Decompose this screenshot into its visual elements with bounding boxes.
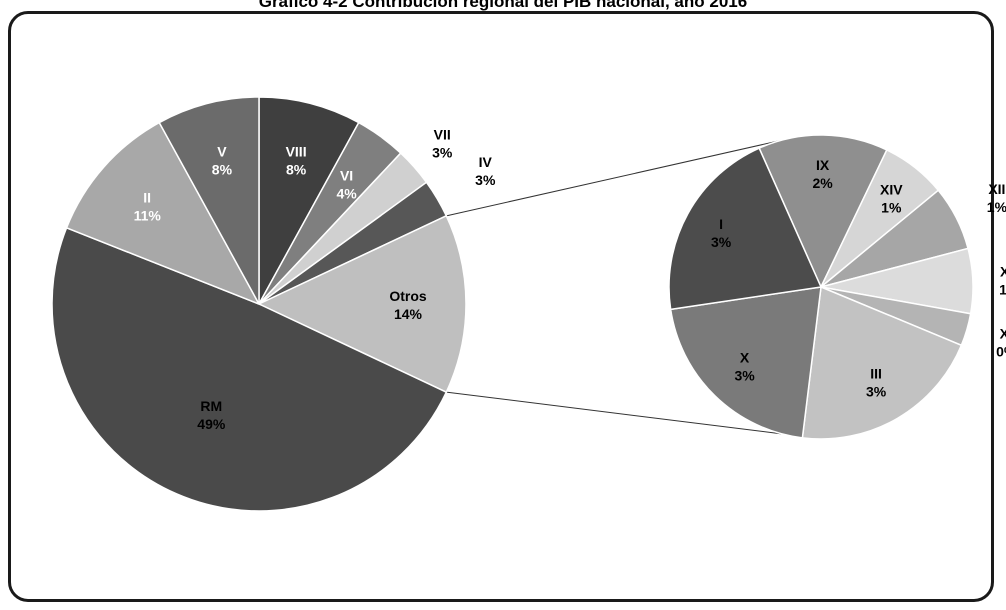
slice-labels: VIII 8% VI 4% VII 3% IV 3% Otros 14% RM 49% II 11% V 8%… xyxy=(134,127,1006,433)
main-label-otros: Otros 14% xyxy=(389,288,427,322)
otros-breakdown-slice-iii xyxy=(801,285,963,440)
connector-lines xyxy=(446,136,795,435)
main-label-vii: VII 3% xyxy=(432,127,453,161)
otros-breakdown-slice-i xyxy=(668,147,823,311)
main-label-viii: VIII 8% xyxy=(286,144,307,178)
main-label-ii: II 11% xyxy=(134,189,162,223)
main-label-vi: VI 4% xyxy=(336,167,357,201)
otros-breakdown-label-i: I 3% xyxy=(711,216,732,250)
main-label-iv: IV 3% xyxy=(475,154,496,188)
otros-breakdown-label-xii: XII 1% xyxy=(987,181,1006,215)
chart-title: Gráfico 4-2 Contribución regional del PI… xyxy=(258,0,748,11)
otros-breakdown-label-iii: III 3% xyxy=(866,366,887,400)
main-slice-ii xyxy=(65,121,261,306)
connector-line-top xyxy=(446,136,795,217)
connector-line-bottom xyxy=(446,391,782,435)
main-slice-rm xyxy=(51,226,448,512)
main-slice-v xyxy=(158,96,260,305)
otros-breakdown-label-ix: IX 2% xyxy=(812,157,833,191)
otros-breakdown-label-x: X 3% xyxy=(734,349,755,383)
main-pie xyxy=(51,96,467,512)
main-label-rm: RM 49% xyxy=(197,398,226,432)
otros-breakdown-label-xi: XI0% xyxy=(996,325,1006,359)
main-slice-otros xyxy=(257,214,467,394)
otros-breakdown-label-xv: XV1% xyxy=(999,264,1006,298)
otros-breakdown-slice-ix xyxy=(758,134,888,289)
otros-breakdown-label-xiv: XIV 1% xyxy=(880,181,903,215)
main-slice-viii xyxy=(258,96,360,305)
secondary-pie xyxy=(668,134,974,440)
main-label-v: V 8% xyxy=(212,144,233,178)
otros-breakdown-slice-x xyxy=(669,286,822,439)
